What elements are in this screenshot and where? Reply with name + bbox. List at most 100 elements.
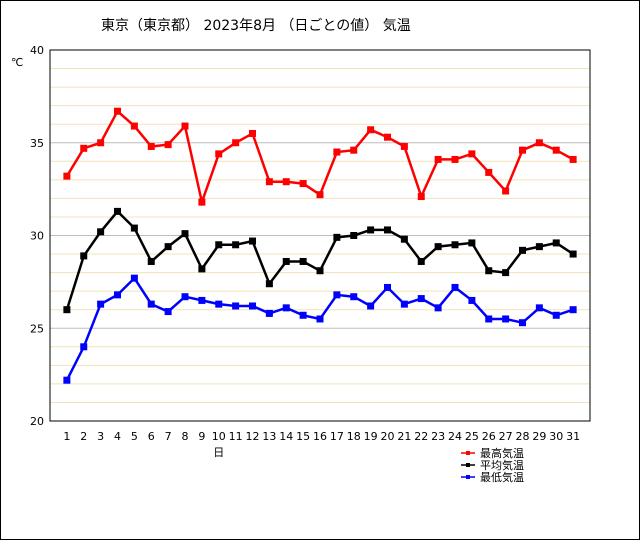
data-point — [333, 233, 341, 241]
x-tick-label: 8 — [182, 430, 189, 443]
data-point — [519, 246, 526, 254]
data-point — [552, 146, 560, 154]
y-tick-label: 25 — [30, 322, 44, 335]
data-point — [350, 146, 358, 154]
data-point — [468, 296, 476, 304]
data-point — [451, 155, 459, 163]
data-point — [97, 300, 105, 308]
data-point — [468, 150, 476, 158]
data-point — [569, 250, 577, 258]
x-tick-label: 20 — [381, 430, 395, 443]
data-point — [367, 302, 375, 310]
x-tick-label: 31 — [566, 430, 580, 443]
data-point — [282, 257, 290, 265]
data-point — [147, 142, 155, 150]
legend-label: 最低気温 — [480, 470, 524, 484]
data-point — [400, 142, 408, 150]
x-tick-label: 16 — [313, 430, 327, 443]
data-point — [502, 315, 510, 323]
data-point — [164, 308, 172, 316]
data-point — [181, 230, 189, 238]
data-point — [97, 228, 105, 236]
data-point — [350, 232, 358, 239]
series-1 — [63, 107, 577, 207]
data-point — [282, 304, 290, 312]
x-tick-label: 2 — [80, 430, 87, 443]
grid-lines — [50, 68, 590, 403]
data-point — [198, 296, 206, 304]
data-point — [502, 187, 510, 195]
legend-item: 最高気温 — [461, 446, 524, 460]
data-point — [80, 144, 88, 152]
data-point — [114, 291, 121, 299]
data-point — [569, 306, 577, 314]
data-point — [400, 300, 408, 308]
data-point — [350, 293, 358, 301]
data-point — [384, 226, 391, 234]
data-point — [265, 178, 273, 186]
data-point — [114, 107, 121, 115]
data-series — [63, 107, 577, 384]
data-point — [63, 376, 71, 384]
x-tick-label: 1 — [63, 430, 70, 443]
data-point — [63, 172, 71, 180]
data-point — [367, 126, 375, 134]
y-tick-label: 40 — [30, 44, 44, 57]
data-point — [552, 311, 560, 319]
x-tick-label: 13 — [262, 430, 276, 443]
series-2 — [63, 207, 577, 314]
x-tick-label: 26 — [482, 430, 496, 443]
data-point — [130, 274, 138, 282]
data-point — [181, 293, 189, 301]
legend-label: 平均気温 — [480, 458, 524, 472]
x-tick-label: 15 — [296, 430, 310, 443]
y-tick-label: 20 — [30, 415, 44, 428]
y-axis-unit-label: ℃ — [11, 56, 23, 69]
legend-swatch-marker — [466, 463, 470, 467]
data-point — [265, 309, 273, 317]
data-point — [316, 191, 324, 199]
data-point — [434, 243, 442, 251]
x-tick-label: 6 — [148, 430, 155, 443]
data-point — [384, 283, 391, 291]
data-point — [451, 241, 459, 249]
data-point — [80, 343, 88, 351]
data-point — [265, 280, 273, 288]
data-point — [249, 129, 256, 137]
data-point — [80, 252, 88, 260]
x-tick-label: 17 — [330, 430, 344, 443]
data-point — [215, 241, 223, 249]
data-point — [249, 237, 256, 245]
data-point — [232, 241, 240, 249]
data-point — [198, 265, 206, 273]
x-tick-label: 22 — [414, 430, 428, 443]
data-point — [384, 133, 391, 141]
data-point — [97, 139, 105, 147]
chart-title: 東京（東京都） 2023年8月 （日ごとの値） 気温 — [101, 18, 411, 34]
data-point — [552, 239, 560, 247]
data-point — [299, 180, 307, 188]
data-point — [282, 178, 290, 186]
data-point — [519, 319, 526, 327]
data-point — [367, 226, 375, 234]
data-point — [417, 193, 425, 201]
x-tick-label: 5 — [131, 430, 138, 443]
x-tick-label: 4 — [114, 430, 121, 443]
x-tick-label: 27 — [499, 430, 513, 443]
y-axis-ticks: 20 25 30 35 40 — [30, 44, 44, 428]
data-point — [130, 122, 138, 130]
data-point — [164, 243, 172, 251]
x-tick-label: 11 — [229, 430, 243, 443]
x-tick-label: 12 — [246, 430, 260, 443]
x-tick-label: 23 — [431, 430, 445, 443]
data-point — [400, 235, 408, 243]
legend-item: 最低気温 — [461, 470, 524, 484]
data-point — [535, 243, 543, 251]
data-point — [569, 155, 577, 163]
data-point — [485, 315, 493, 323]
series-line — [65, 109, 574, 207]
data-point — [147, 257, 155, 265]
x-tick-label: 24 — [448, 430, 462, 443]
